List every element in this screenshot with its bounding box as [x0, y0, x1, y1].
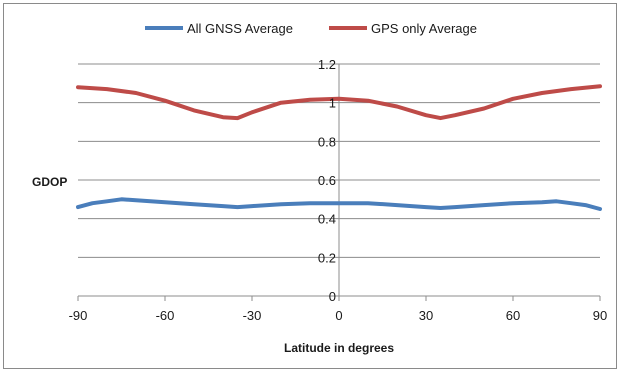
y-tick-label: 0.2 [318, 250, 336, 265]
x-tick-label: -60 [156, 308, 175, 323]
x-tick-labels: -90 -60 -30 0 30 60 90 [69, 308, 608, 323]
y-tick-label: 0.4 [318, 212, 336, 227]
y-tick-label: 1.2 [318, 57, 336, 72]
x-tick-label: -30 [243, 308, 262, 323]
x-tick-label: 0 [335, 308, 342, 323]
y-axis-title: GDOP [32, 175, 67, 189]
series-line-all-gnss [76, 197, 602, 211]
legend-item-gps-only: GPS only Average [329, 21, 477, 36]
legend-label-all-gnss: All GNSS Average [187, 21, 293, 36]
legend-label-gps-only: GPS only Average [371, 21, 477, 36]
y-tick-labels: 0 0.2 0.4 0.6 0.8 1 1.2 [318, 57, 336, 304]
y-tick-label: 0.8 [318, 134, 336, 149]
x-tick-label: 30 [419, 308, 433, 323]
x-tick-marks [77, 296, 601, 301]
y-tick-label: 1 [329, 96, 336, 111]
series-line-gps-only [76, 84, 602, 121]
y-tick-label: 0.6 [318, 173, 336, 188]
y-tick-label: 0 [329, 289, 336, 304]
x-tick-label: 90 [593, 308, 607, 323]
x-axis-title: Latitude in degrees [284, 341, 394, 355]
x-tick-label: -90 [69, 308, 88, 323]
x-tick-label: 60 [506, 308, 520, 323]
series-lines [76, 84, 602, 211]
legend: All GNSS Average GPS only Average [145, 21, 477, 36]
legend-item-all-gnss: All GNSS Average [145, 21, 293, 36]
